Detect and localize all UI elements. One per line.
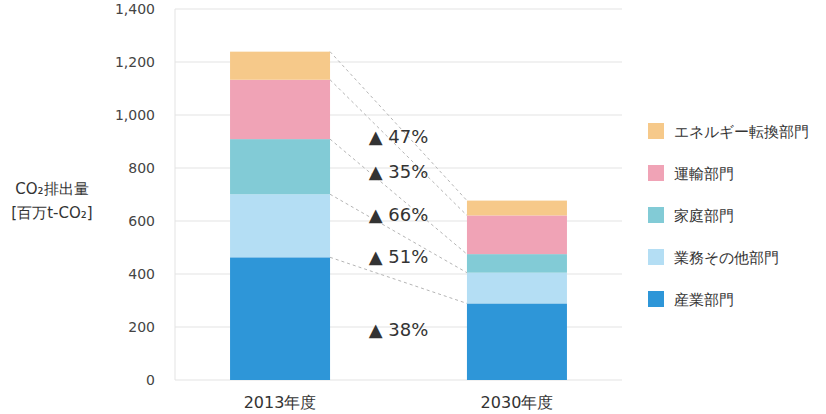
x-tick-label: 2030年度 bbox=[481, 393, 554, 412]
grid: 0 200 400 600 800 1,000 1,200 1,400 bbox=[115, 1, 622, 388]
bar-segment bbox=[230, 80, 330, 139]
grid-line bbox=[175, 9, 622, 10]
bar-segment bbox=[467, 215, 567, 254]
bar-segment bbox=[230, 52, 330, 80]
bars bbox=[230, 52, 567, 380]
y-tick-label: 600 bbox=[128, 213, 155, 229]
annotation: ▲ 35% bbox=[369, 161, 429, 182]
legend-label: 運輸部門 bbox=[674, 165, 734, 183]
legend: エネルギー転換部門運輸部門家庭部門業務その他部門産業部門 bbox=[648, 123, 809, 309]
y-axis-label: [百万t-CO₂] bbox=[11, 204, 92, 222]
legend-swatch bbox=[648, 165, 664, 181]
annotations: ▲ 38% ▲ 51% ▲ 66% ▲ 35% ▲ 47% bbox=[369, 126, 429, 340]
bar-segment bbox=[467, 273, 567, 304]
legend-swatch bbox=[648, 207, 664, 223]
y-axis-line bbox=[175, 9, 176, 380]
y-tick-label: 400 bbox=[128, 266, 155, 282]
x-tick-label: 2013年度 bbox=[244, 393, 317, 412]
y-tick-label: 0 bbox=[146, 372, 155, 388]
annotation: ▲ 38% bbox=[369, 319, 429, 340]
connector bbox=[330, 52, 467, 201]
legend-label: 家庭部門 bbox=[674, 207, 734, 225]
bar-segment bbox=[230, 139, 330, 194]
annotation: ▲ 47% bbox=[369, 126, 429, 147]
legend-swatch bbox=[648, 291, 664, 307]
connectors bbox=[330, 52, 467, 304]
connector bbox=[330, 194, 467, 272]
chart: 0 200 400 600 800 1,000 1,200 1,400 CO₂排出量 [百万t-C… bbox=[0, 0, 826, 414]
legend-label: エネルギー転換部門 bbox=[674, 123, 809, 141]
bar-segment bbox=[230, 257, 330, 380]
legend-swatch bbox=[648, 123, 664, 139]
y-axis-label: CO₂排出量 bbox=[15, 180, 88, 198]
legend-label: 業務その他部門 bbox=[674, 249, 779, 267]
annotation: ▲ 51% bbox=[369, 246, 429, 267]
bar-segment bbox=[230, 194, 330, 257]
y-tick-label: 1,000 bbox=[115, 107, 155, 123]
legend-swatch bbox=[648, 249, 664, 265]
bar-segment bbox=[467, 201, 567, 216]
legend-label: 産業部門 bbox=[674, 291, 734, 309]
y-tick-label: 800 bbox=[128, 160, 155, 176]
y-tick-label: 200 bbox=[128, 319, 155, 335]
y-tick-label: 1,400 bbox=[115, 1, 155, 17]
connector bbox=[330, 139, 467, 254]
y-tick-label: 1,200 bbox=[115, 54, 155, 70]
bar-segment bbox=[467, 303, 567, 380]
annotation: ▲ 66% bbox=[369, 204, 429, 225]
bar-segment bbox=[467, 254, 567, 273]
connector bbox=[330, 80, 467, 216]
